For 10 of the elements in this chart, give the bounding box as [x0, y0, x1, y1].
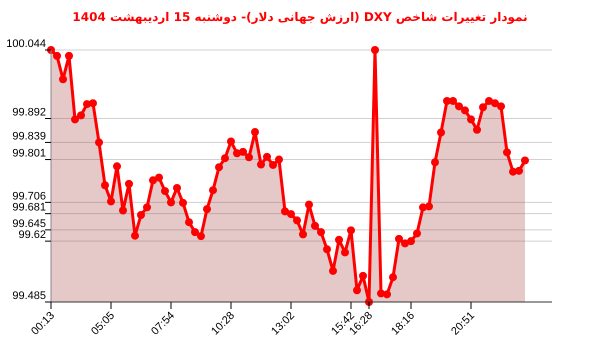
y-tick-label: 99.839 [12, 130, 46, 142]
y-tick-label: 99.485 [12, 290, 46, 302]
y-tick-label: 100.044 [6, 38, 46, 50]
y-tick-label: 99.62 [18, 229, 46, 242]
y-tick-label: 99.645 [12, 218, 46, 230]
y-tick-label: 99.801 [12, 148, 46, 160]
y-tick-label: 99.681 [12, 202, 46, 214]
chart-title: نمودار تغییرات شاخص DXY (ارزش جهانی دلار)- دوشنبه 15 اردیبهشت 1404 [72, 10, 528, 24]
y-tick-label: 99.706 [12, 190, 46, 202]
y-tick-label: 99.892 [12, 106, 46, 119]
